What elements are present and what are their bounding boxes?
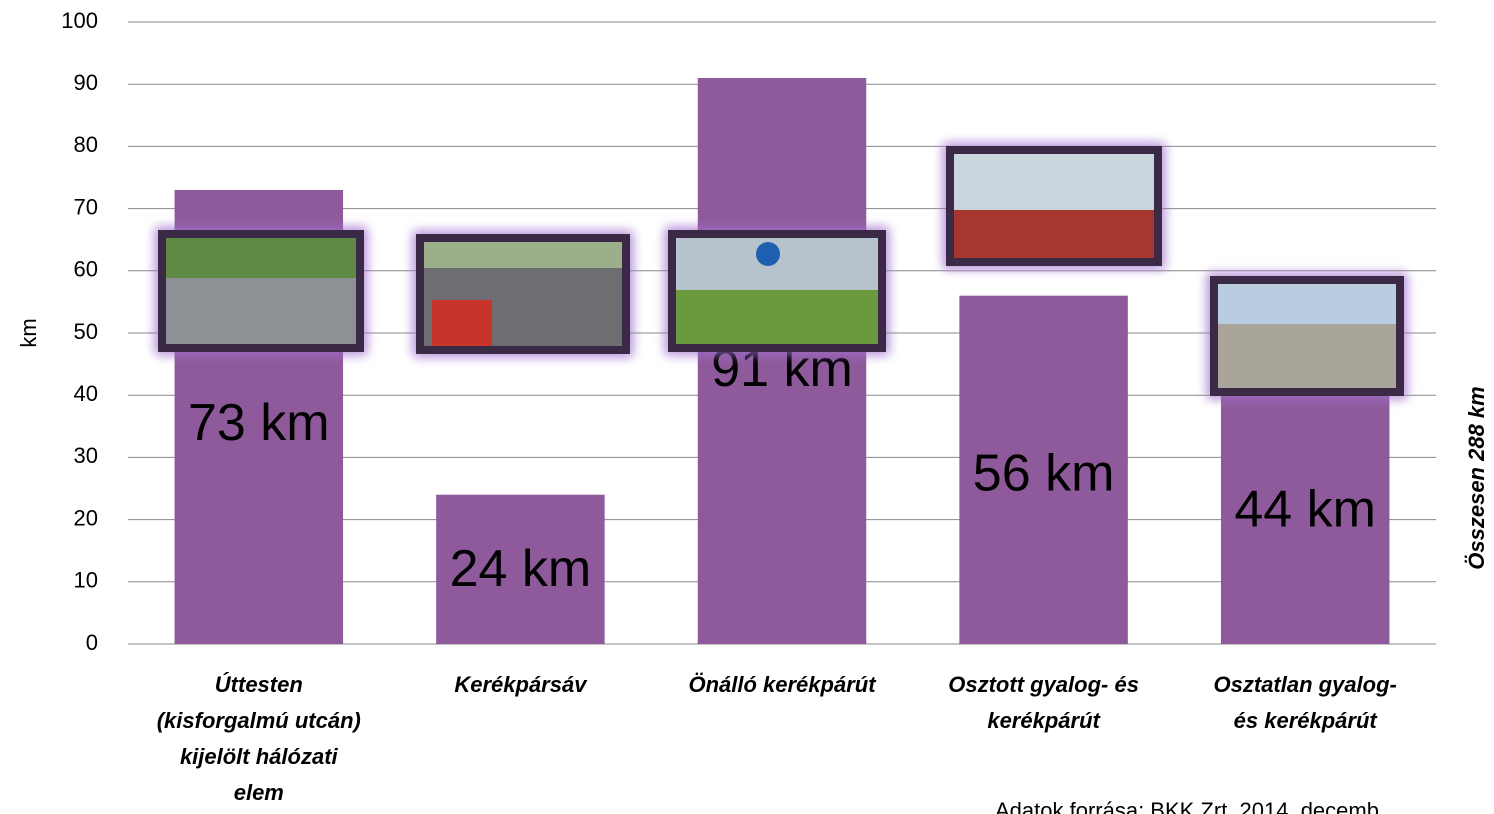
photo: [412, 230, 634, 358]
y-tick-label: 70: [74, 194, 98, 219]
x-tick-label: elem: [234, 780, 284, 805]
y-tick-label: 0: [86, 630, 98, 655]
y-tick-label: 90: [74, 70, 98, 95]
x-tick-label: (kisforgalmú utcán): [157, 708, 361, 733]
y-tick-label: 60: [74, 257, 98, 282]
value-label: 73 km: [188, 394, 330, 452]
chart: 0 10 20 30 40 50 60 70 80 90 100 km Összesen 288 k…: [0, 0, 1494, 814]
photo: [1206, 272, 1408, 400]
x-tick-label: kijelölt hálózati: [180, 744, 339, 769]
photo: [154, 226, 368, 356]
x-tick-label: Osztatlan gyalog-: [1214, 672, 1397, 697]
y-tick-label: 80: [74, 132, 98, 157]
x-tick-label: Önálló kerékpárút: [688, 672, 877, 697]
x-tick-label: és kerékpárút: [1234, 708, 1379, 733]
x-tick-label: Osztott gyalog- és: [948, 672, 1139, 697]
value-label: 24 km: [450, 540, 592, 598]
x-tick-label: kerékpárút: [987, 708, 1101, 733]
y-tick-label: 10: [74, 568, 98, 593]
source-note: Adatok forrása: BKK Zrt. 2014. decemb: [995, 798, 1379, 814]
y-tick-label: 20: [74, 505, 98, 530]
value-label: 56 km: [973, 445, 1115, 503]
value-label: 44 km: [1234, 480, 1376, 538]
y-tick-label: 50: [74, 319, 98, 344]
photo: [942, 142, 1166, 270]
y-axis-label: km: [16, 318, 41, 347]
x-tick-label: Úttesten: [215, 672, 303, 697]
x-tick-label: Kerékpársáv: [454, 672, 588, 697]
y-tick-label: 30: [74, 443, 98, 468]
total-label: Összesen 288 km: [1464, 386, 1489, 569]
y-tick-label: 100: [61, 8, 98, 33]
y-tick-label: 40: [74, 381, 98, 406]
photo: [664, 226, 890, 356]
